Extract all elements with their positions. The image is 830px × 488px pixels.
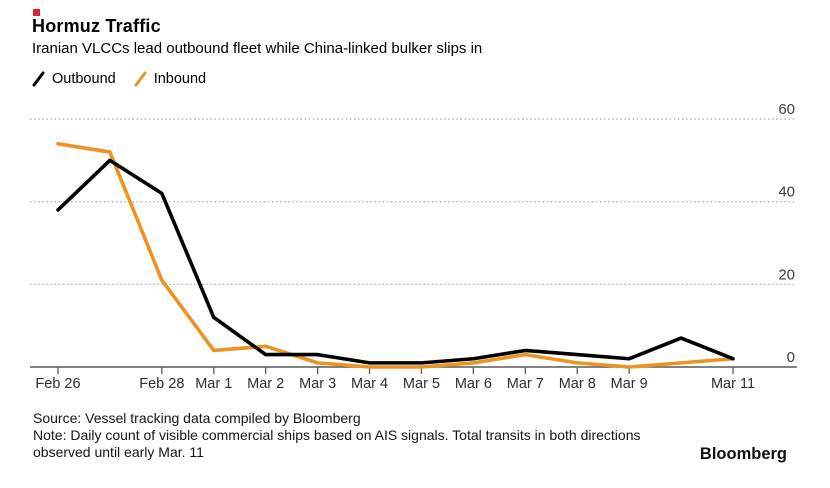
y-axis-label-20: 20 — [778, 266, 795, 283]
inbound-line — [56, 142, 735, 369]
x-tick-label: Mar 2 — [247, 376, 284, 392]
x-tick-label: Feb 28 — [139, 376, 184, 392]
y-axis-label-60: 60 — [778, 101, 795, 118]
x-tick-label: Mar 11 — [711, 376, 755, 392]
legend-label-outbound: Outbound — [52, 71, 116, 87]
bloomberg-wordmark: Bloomberg — [699, 445, 787, 463]
legend-marker-stroke — [32, 71, 45, 87]
x-tick-label: Mar 4 — [351, 376, 388, 392]
x-tick-label: Mar 6 — [455, 376, 492, 392]
legend-item-inbound: Inbound — [134, 71, 206, 87]
outbound-line — [56, 158, 735, 365]
x-tick-label: Mar 5 — [403, 376, 440, 392]
legend-item-outbound: Outbound — [32, 71, 116, 87]
legend: Outbound Inbound — [32, 71, 206, 87]
red-square-shape — [33, 9, 40, 16]
source-text: Source: Vessel tracking data compiled by… — [33, 410, 361, 426]
inbound-line-marker-icon — [134, 71, 147, 87]
y-axis-label-40: 40 — [778, 184, 795, 201]
x-tick-label: Mar 9 — [611, 376, 648, 392]
legend-marker-stroke — [134, 71, 147, 87]
note-text: Note: Daily count of visible commercial … — [33, 427, 641, 460]
x-tick-label: Mar 3 — [299, 376, 336, 392]
x-tick-label: Mar 8 — [559, 376, 596, 392]
x-tick-label: Feb 26 — [35, 376, 80, 392]
legend-label-inbound: Inbound — [153, 71, 207, 87]
page-title: Hormuz Traffic — [32, 16, 161, 36]
bloomberg-red-square-icon — [33, 9, 40, 16]
outbound-line-marker-icon — [32, 71, 45, 87]
y-axis-label-0: 0 — [787, 349, 795, 366]
x-tick-label: Mar 7 — [507, 376, 544, 392]
x-tick-label: Mar 1 — [195, 376, 232, 392]
chart-subtitle: Iranian VLCCs lead outbound fleet while … — [32, 40, 483, 57]
